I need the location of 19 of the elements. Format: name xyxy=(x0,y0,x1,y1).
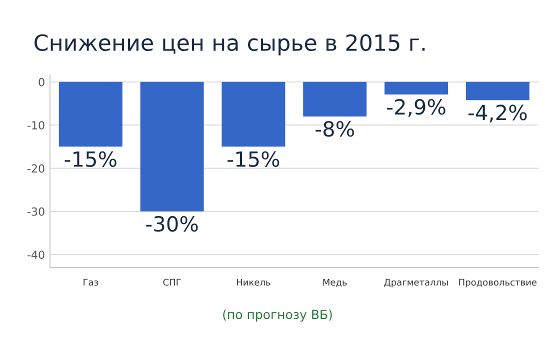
data-label: -30% xyxy=(146,216,198,232)
x-tick-label: Никель xyxy=(236,278,270,286)
y-tick-label: -10 xyxy=(27,121,44,130)
x-tick-label: Продовольствие xyxy=(459,278,537,288)
data-label: -4,2% xyxy=(468,104,527,122)
data-label: -15% xyxy=(64,151,116,167)
y-tick-label: -40 xyxy=(27,250,44,259)
chart-title: Снижение цен на сырье в 2015 г. xyxy=(34,34,425,56)
x-tick-label: Драгметаллы xyxy=(384,278,448,288)
y-tick-label: 0 xyxy=(38,78,44,86)
x-tick-label: СПГ xyxy=(163,278,181,286)
y-tick-label: -30 xyxy=(27,207,44,216)
y-tick-label: -20 xyxy=(27,164,44,173)
text: (по прогнозу ВБ) xyxy=(223,310,332,322)
data-label: -15% xyxy=(228,151,280,167)
data-label: -2,9% xyxy=(387,98,446,117)
x-tick-label: Медь xyxy=(323,278,347,287)
data-label: -8% xyxy=(316,121,354,137)
x-tick-label: Газ xyxy=(84,278,98,286)
